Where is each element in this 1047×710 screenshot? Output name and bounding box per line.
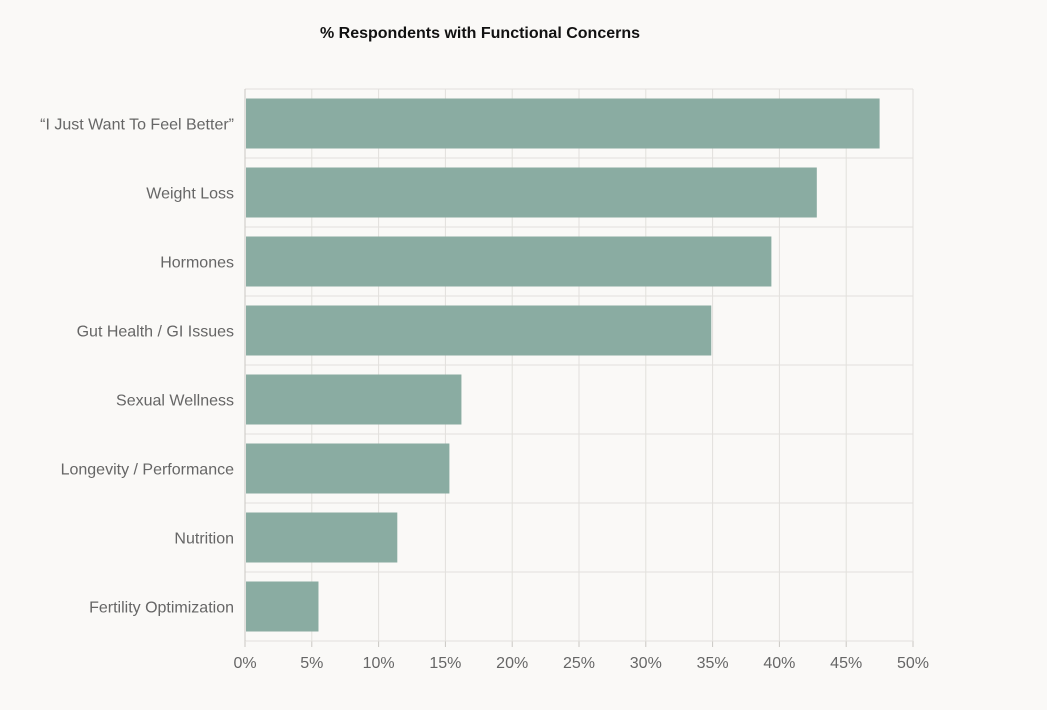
category-label: Gut Health / GI Issues bbox=[77, 324, 234, 341]
chart-title: % Respondents with Functional Concerns bbox=[319, 25, 641, 42]
x-tick-label: 5% bbox=[300, 655, 323, 672]
category-label: Hormones bbox=[160, 255, 234, 272]
category-label: “I Just Want To Feel Better” bbox=[40, 117, 234, 134]
bar bbox=[246, 374, 462, 425]
category-label: Fertility Optimization bbox=[89, 600, 234, 617]
x-tick-label: 40% bbox=[763, 655, 795, 672]
x-tick-label: 30% bbox=[630, 655, 662, 672]
category-label: Weight Loss bbox=[146, 186, 234, 203]
x-tick-label: 20% bbox=[496, 655, 528, 672]
bar bbox=[246, 305, 712, 356]
x-tick-label: 25% bbox=[563, 655, 595, 672]
x-tick-label: 0% bbox=[233, 655, 256, 672]
bar bbox=[246, 512, 398, 563]
bar bbox=[246, 443, 450, 494]
category-label: Longevity / Performance bbox=[61, 462, 235, 479]
bar bbox=[246, 236, 772, 287]
x-tick-label: 15% bbox=[429, 655, 461, 672]
category-label: Nutrition bbox=[174, 531, 234, 548]
x-tick-label: 10% bbox=[363, 655, 395, 672]
category-label: Sexual Wellness bbox=[116, 393, 234, 410]
x-tick-label: 45% bbox=[830, 655, 862, 672]
bar bbox=[246, 98, 880, 149]
x-tick-label: 35% bbox=[697, 655, 729, 672]
bar bbox=[246, 167, 817, 218]
bar bbox=[246, 581, 319, 632]
x-tick-label: 50% bbox=[897, 655, 929, 672]
